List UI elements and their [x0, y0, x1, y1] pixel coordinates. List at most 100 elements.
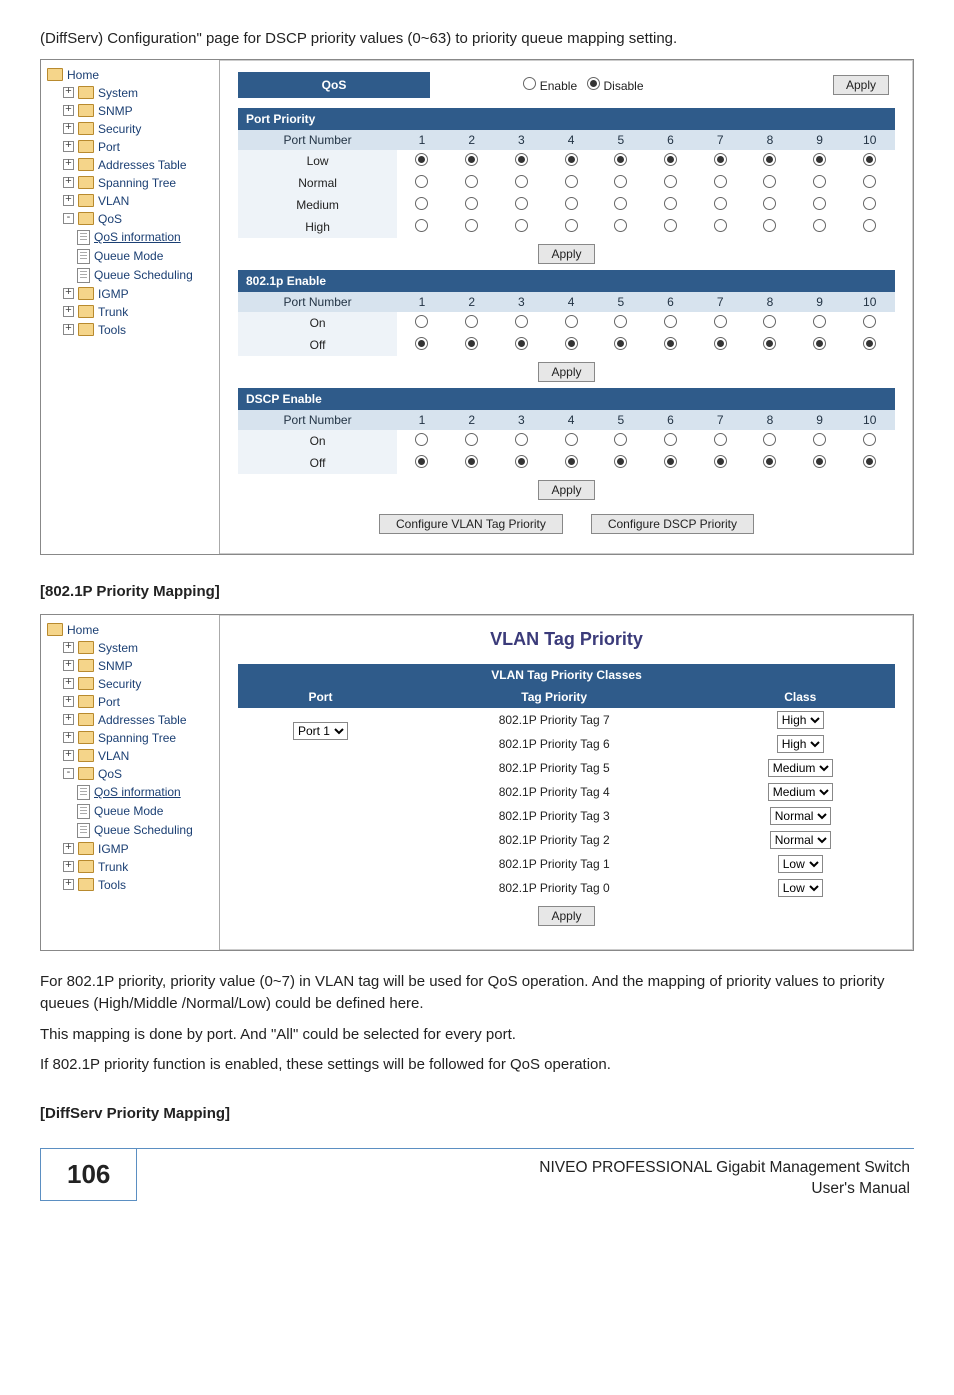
priority-radio[interactable]	[565, 315, 578, 328]
expander-icon[interactable]: +	[63, 696, 74, 707]
priority-radio[interactable]	[515, 315, 528, 328]
priority-radio[interactable]	[415, 433, 428, 446]
priority-radio[interactable]	[863, 433, 876, 446]
priority-radio[interactable]	[415, 175, 428, 188]
class-select[interactable]: Low	[778, 855, 823, 873]
priority-radio[interactable]	[565, 433, 578, 446]
expander-icon[interactable]: +	[63, 324, 74, 335]
expander-icon[interactable]: +	[63, 123, 74, 134]
priority-radio[interactable]	[813, 175, 826, 188]
priority-radio[interactable]	[664, 175, 677, 188]
priority-radio[interactable]	[415, 315, 428, 328]
tree-item-security[interactable]: +Security	[45, 675, 215, 693]
expander-icon[interactable]: +	[63, 660, 74, 671]
cfg-button[interactable]: Configure VLAN Tag Priority	[379, 514, 563, 534]
priority-radio[interactable]	[614, 315, 627, 328]
priority-radio[interactable]	[863, 175, 876, 188]
tree-item-igmp[interactable]: +IGMP	[45, 285, 215, 303]
class-select[interactable]: Medium	[768, 759, 833, 777]
priority-radio[interactable]	[465, 315, 478, 328]
tree-item-queue-mode[interactable]: Queue Mode	[45, 802, 215, 821]
tree-item-addresses-table[interactable]: +Addresses Table	[45, 711, 215, 729]
tree-item-home[interactable]: Home	[45, 66, 215, 84]
class-select[interactable]: Normal	[770, 831, 831, 849]
expander-icon[interactable]: +	[63, 105, 74, 116]
tree-item-home[interactable]: Home	[45, 621, 215, 639]
priority-radio[interactable]	[863, 197, 876, 210]
tree-item-spanning-tree[interactable]: +Spanning Tree	[45, 729, 215, 747]
priority-radio[interactable]	[465, 337, 478, 350]
priority-radio[interactable]	[465, 175, 478, 188]
priority-radio[interactable]	[515, 219, 528, 232]
tree-item-vlan[interactable]: +VLAN	[45, 192, 215, 210]
expander-icon[interactable]: +	[63, 306, 74, 317]
tree-item-security[interactable]: +Security	[45, 120, 215, 138]
tree-item-igmp[interactable]: +IGMP	[45, 840, 215, 858]
class-select[interactable]: High	[777, 735, 824, 753]
tree-item-port[interactable]: +Port	[45, 693, 215, 711]
priority-radio[interactable]	[465, 433, 478, 446]
tree-item-queue-scheduling[interactable]: Queue Scheduling	[45, 821, 215, 840]
priority-radio[interactable]	[714, 219, 727, 232]
priority-radio[interactable]	[614, 455, 627, 468]
priority-radio[interactable]	[515, 197, 528, 210]
priority-radio[interactable]	[465, 455, 478, 468]
tree-item-queue-scheduling[interactable]: Queue Scheduling	[45, 266, 215, 285]
priority-radio[interactable]	[714, 175, 727, 188]
priority-radio[interactable]	[763, 153, 776, 166]
priority-radio[interactable]	[813, 433, 826, 446]
priority-radio[interactable]	[565, 153, 578, 166]
priority-radio[interactable]	[763, 315, 776, 328]
priority-radio[interactable]	[714, 455, 727, 468]
priority-radio[interactable]	[863, 219, 876, 232]
class-select[interactable]: Normal	[770, 807, 831, 825]
tree-item-tools[interactable]: +Tools	[45, 321, 215, 339]
cfg-button[interactable]: Configure DSCP Priority	[591, 514, 754, 534]
priority-radio[interactable]	[465, 197, 478, 210]
qos-apply-button[interactable]: Apply	[833, 75, 889, 95]
expander-icon[interactable]: +	[63, 195, 74, 206]
apply-button[interactable]: Apply	[538, 480, 594, 500]
expander-icon[interactable]: -	[63, 768, 74, 779]
tree-item-qos[interactable]: -QoS	[45, 210, 215, 228]
tree-item-addresses-table[interactable]: +Addresses Table	[45, 156, 215, 174]
apply-button[interactable]: Apply	[538, 244, 594, 264]
priority-radio[interactable]	[813, 197, 826, 210]
priority-radio[interactable]	[415, 153, 428, 166]
expander-icon[interactable]: -	[63, 213, 74, 224]
priority-radio[interactable]	[565, 455, 578, 468]
priority-radio[interactable]	[763, 197, 776, 210]
priority-radio[interactable]	[515, 175, 528, 188]
expander-icon[interactable]: +	[63, 678, 74, 689]
priority-radio[interactable]	[565, 197, 578, 210]
tree-item-qos-information[interactable]: QoS information	[45, 228, 215, 247]
tree-item-qos-information[interactable]: QoS information	[45, 783, 215, 802]
priority-radio[interactable]	[515, 433, 528, 446]
priority-radio[interactable]	[614, 153, 627, 166]
expander-icon[interactable]: +	[63, 141, 74, 152]
priority-radio[interactable]	[714, 337, 727, 350]
priority-radio[interactable]	[614, 175, 627, 188]
tree-item-port[interactable]: +Port	[45, 138, 215, 156]
priority-radio[interactable]	[415, 197, 428, 210]
expander-icon[interactable]: +	[63, 87, 74, 98]
priority-radio[interactable]	[664, 153, 677, 166]
tree-item-vlan[interactable]: +VLAN	[45, 747, 215, 765]
priority-radio[interactable]	[763, 455, 776, 468]
expander-icon[interactable]: +	[63, 879, 74, 890]
priority-radio[interactable]	[515, 455, 528, 468]
priority-radio[interactable]	[614, 197, 627, 210]
class-select[interactable]: High	[777, 711, 824, 729]
priority-radio[interactable]	[664, 219, 677, 232]
priority-radio[interactable]	[763, 433, 776, 446]
priority-radio[interactable]	[515, 337, 528, 350]
priority-radio[interactable]	[813, 219, 826, 232]
expander-icon[interactable]: +	[63, 843, 74, 854]
priority-radio[interactable]	[763, 219, 776, 232]
priority-radio[interactable]	[565, 175, 578, 188]
priority-radio[interactable]	[714, 153, 727, 166]
priority-radio[interactable]	[863, 337, 876, 350]
priority-radio[interactable]	[664, 455, 677, 468]
priority-radio[interactable]	[813, 315, 826, 328]
priority-radio[interactable]	[664, 337, 677, 350]
